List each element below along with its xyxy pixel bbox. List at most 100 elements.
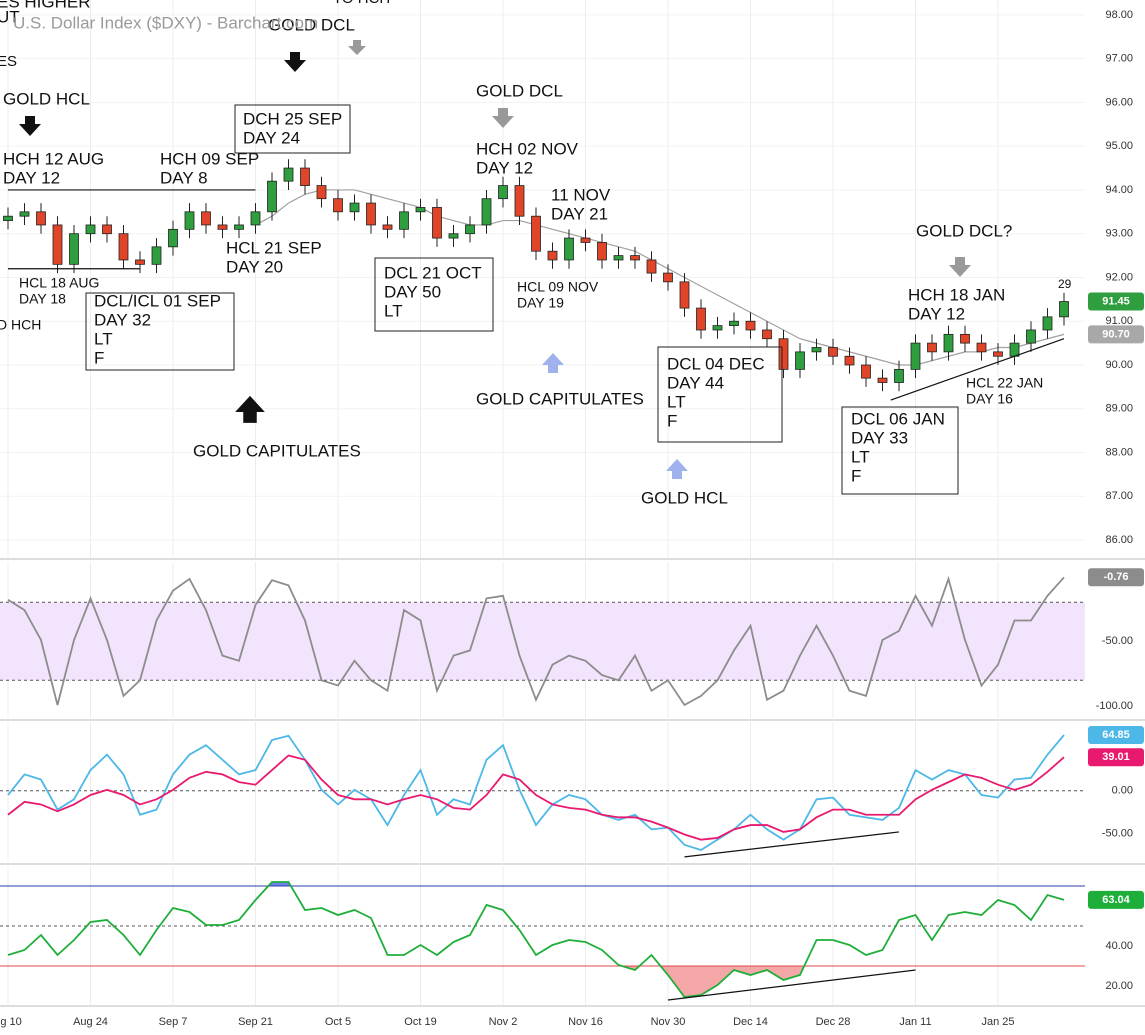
y-tick-label: 94.00 <box>1105 184 1133 196</box>
moving-average <box>255 189 1065 366</box>
annotation: GOLD DCL <box>268 15 355 34</box>
ma-tag <box>1088 325 1144 344</box>
ma-tag-label: 90.70 <box>1102 328 1130 340</box>
series-line <box>7 881 1065 998</box>
candle-body <box>118 233 129 261</box>
annotation: DAY 12 <box>908 304 965 323</box>
annotation: 29 <box>1058 277 1072 291</box>
x-tick-label: Nov 16 <box>568 1016 603 1028</box>
annotation: HCH 02 NOV <box>476 139 579 158</box>
price-tag <box>1088 292 1144 311</box>
annotation: HCL 22 JAN <box>966 375 1043 391</box>
y-tick-label: 20.00 <box>1105 980 1133 992</box>
candle-body <box>531 215 541 252</box>
candle-body <box>943 333 954 353</box>
annotation: TO HCH <box>333 0 390 7</box>
value-tag <box>1088 726 1144 745</box>
x-tick-label: Oct 19 <box>404 1016 436 1028</box>
candle-body <box>828 347 838 357</box>
annotation: DCL 04 DEC <box>667 354 765 373</box>
candle-body <box>168 228 178 248</box>
candle-body <box>1042 316 1053 331</box>
annotation: D HCH <box>0 317 41 333</box>
candle-body <box>811 347 822 353</box>
value-tag-label: 39.01 <box>1102 751 1130 763</box>
candle-body <box>283 167 294 182</box>
candle-body <box>300 167 310 186</box>
series-line <box>7 754 1065 841</box>
candle-body <box>844 355 855 366</box>
annotation: DCL 06 JAN <box>851 409 945 428</box>
candle-body <box>778 338 789 370</box>
x-tick-label: Sep 7 <box>159 1016 188 1028</box>
candle-body <box>184 211 195 230</box>
candle-body <box>696 307 706 331</box>
annotation-box <box>657 346 783 443</box>
annotation: HCL 09 NOV <box>517 279 599 295</box>
y-tick-label: 93.00 <box>1105 228 1133 240</box>
arrow <box>666 459 688 479</box>
candle-body <box>514 185 525 217</box>
y-tick-label: -50.00 <box>1102 635 1133 647</box>
y-tick-label: 92.00 <box>1105 271 1133 283</box>
annotation: ES HIGHER <box>0 0 91 11</box>
annotation: DAY 8 <box>160 168 208 187</box>
x-tick-label: Nov 30 <box>651 1016 686 1028</box>
candle-body <box>36 211 46 226</box>
annotation: GOLD HCL <box>641 488 728 507</box>
candle-body <box>663 272 673 283</box>
annotation: DAY 50 <box>384 282 441 301</box>
x-tick-label: Jan 25 <box>981 1016 1014 1028</box>
x-tick-label: Dec 28 <box>816 1016 851 1028</box>
y-tick-label: 96.00 <box>1105 96 1133 108</box>
annotation: DAY 12 <box>3 168 60 187</box>
candle-body <box>729 320 739 327</box>
x-tick-label: Dec 14 <box>733 1016 768 1028</box>
candle-body <box>448 233 459 239</box>
candle-body <box>217 224 228 230</box>
arrow <box>284 52 306 72</box>
price-tag-label: 91.45 <box>1102 295 1130 307</box>
x-tick-label: Nov 2 <box>489 1016 518 1028</box>
annotation: DAY 44 <box>667 373 724 392</box>
candle-body <box>316 185 327 200</box>
annotation: ES <box>0 53 17 70</box>
candle-body <box>712 325 723 331</box>
candle-body <box>993 351 1003 357</box>
candle-body <box>366 202 376 226</box>
value-tag <box>1088 748 1144 767</box>
y-tick-label: 97.00 <box>1105 53 1133 65</box>
annotation-box <box>374 257 494 332</box>
y-tick-label: 0.00 <box>1112 785 1133 797</box>
candle-body <box>399 211 409 230</box>
candle-body <box>877 377 888 383</box>
value-tag <box>1088 890 1144 909</box>
candle-body <box>795 351 805 370</box>
candle-body <box>976 342 987 353</box>
y-tick-label: 86.00 <box>1105 534 1133 546</box>
annotation: GOLD DCL? <box>916 221 1012 240</box>
arrow <box>492 108 514 128</box>
candle-body <box>597 242 607 261</box>
annotation: DAY 24 <box>243 128 300 147</box>
annotation: DAY 19 <box>517 295 564 311</box>
y-tick-label: 98.00 <box>1105 9 1133 21</box>
candle-body <box>960 333 970 344</box>
arrow <box>949 257 971 277</box>
annotation: UT <box>0 7 20 26</box>
candle-body <box>250 211 261 226</box>
candle-body <box>481 198 492 226</box>
trend-line <box>667 969 916 1001</box>
candle-body <box>1009 342 1020 357</box>
candle-body <box>415 207 426 213</box>
candle-body <box>382 224 393 230</box>
annotation: LT <box>667 392 686 411</box>
candle-body <box>69 233 79 265</box>
y-tick-label: 87.00 <box>1105 490 1133 502</box>
candle-body <box>85 224 96 235</box>
annotation: LT <box>851 447 870 466</box>
annotation: GOLD CAPITULATES <box>476 389 644 408</box>
candle-body <box>349 202 360 213</box>
candle-body <box>894 368 904 383</box>
